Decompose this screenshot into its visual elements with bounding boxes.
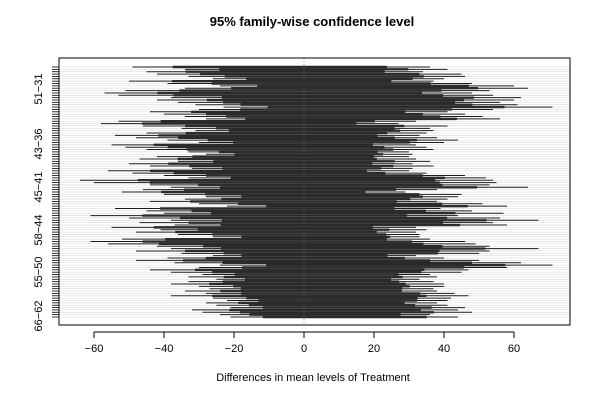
x-tick-label: 20 bbox=[368, 343, 380, 355]
x-tick-label: −20 bbox=[225, 343, 244, 355]
x-tick-label: −60 bbox=[85, 343, 104, 355]
chart-title: 95% family-wise confidence level bbox=[210, 14, 414, 29]
plot-frame bbox=[58, 57, 571, 326]
y-tick-label: 43−36 bbox=[33, 129, 45, 160]
y-tick-label: 55−50 bbox=[33, 257, 45, 288]
y-tick-label: 58−44 bbox=[33, 215, 45, 246]
x-tick-label: 60 bbox=[508, 343, 520, 355]
y-tick-label: 66−62 bbox=[33, 301, 45, 332]
x-tick-label: 40 bbox=[438, 343, 450, 355]
y-tick-label: 51−31 bbox=[33, 74, 45, 105]
x-tick-label: 0 bbox=[301, 343, 307, 355]
x-tick-label: −40 bbox=[155, 343, 174, 355]
x-axis-label: Differences in mean levels of Treatment bbox=[216, 372, 410, 384]
y-axis: 51−31 43−36 45−41 58−44 55−50 66−62 bbox=[33, 66, 59, 332]
y-tick-label: 45−41 bbox=[33, 172, 45, 203]
interval-layer bbox=[59, 58, 570, 325]
x-axis: −60 −40 −20 0 20 40 60 bbox=[85, 331, 520, 355]
